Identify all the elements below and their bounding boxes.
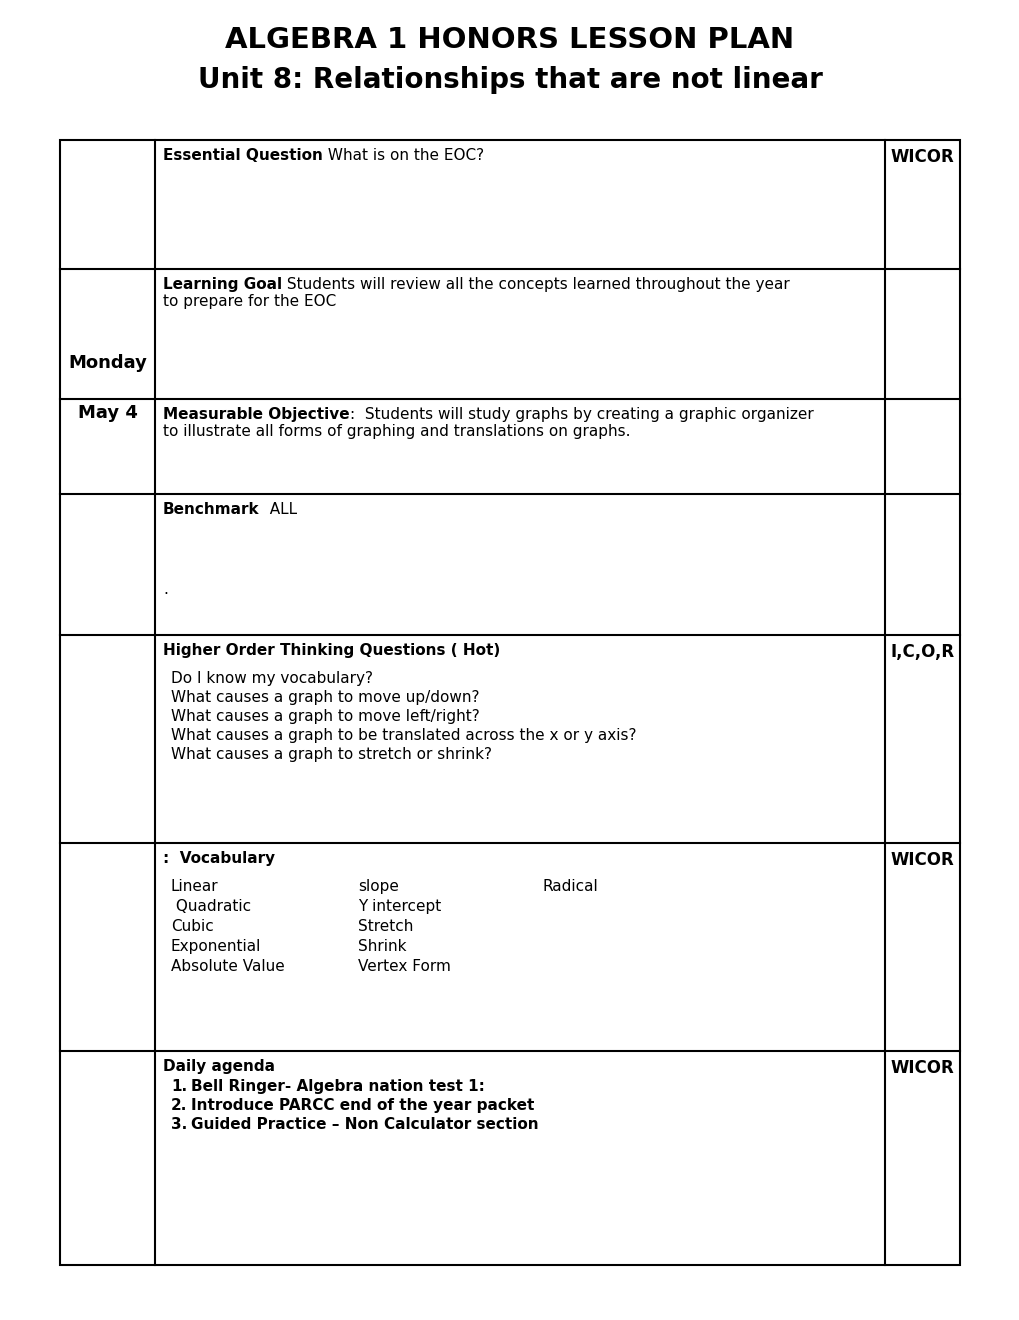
Text: What is on the EOC?: What is on the EOC? (323, 148, 484, 162)
Text: What causes a graph to move up/down?: What causes a graph to move up/down? (171, 690, 479, 705)
Text: Vertex Form: Vertex Form (358, 960, 450, 974)
Text: Unit 8: Relationships that are not linear: Unit 8: Relationships that are not linea… (198, 66, 821, 94)
Text: Essential Question: Essential Question (163, 148, 323, 162)
Text: 1.: 1. (171, 1080, 186, 1094)
Text: ALL: ALL (260, 503, 297, 517)
Text: Bell Ringer- Algebra nation test 1:: Bell Ringer- Algebra nation test 1: (191, 1080, 484, 1094)
Text: Y intercept: Y intercept (358, 899, 441, 915)
Bar (60, 140, 959, 1265)
Text: to prepare for the EOC: to prepare for the EOC (163, 294, 336, 309)
Text: to illustrate all forms of graphing and translations on graphs.: to illustrate all forms of graphing and … (163, 424, 630, 438)
Text: 3.: 3. (171, 1117, 187, 1133)
Text: WICOR: WICOR (890, 148, 954, 166)
Text: WICOR: WICOR (890, 851, 954, 869)
Text: Stretch: Stretch (358, 919, 413, 935)
Text: Absolute Value: Absolute Value (171, 960, 284, 974)
Text: Cubic: Cubic (171, 919, 214, 935)
Text: Quadratic: Quadratic (171, 899, 251, 915)
Text: May 4: May 4 (77, 404, 138, 421)
Text: What causes a graph to move left/right?: What causes a graph to move left/right? (171, 709, 479, 723)
Text: .: . (163, 582, 168, 598)
Text: I,C,O,R: I,C,O,R (890, 643, 954, 661)
Text: 2.: 2. (171, 1098, 187, 1113)
Text: Do I know my vocabulary?: Do I know my vocabulary? (171, 671, 373, 686)
Text: Measurable Objective: Measurable Objective (163, 407, 350, 422)
Text: What causes a graph to stretch or shrink?: What causes a graph to stretch or shrink… (171, 747, 491, 762)
Text: Shrink: Shrink (358, 939, 407, 954)
Text: slope: slope (358, 879, 398, 894)
Text: :  Students will study graphs by creating a graphic organizer: : Students will study graphs by creating… (350, 407, 812, 422)
Text: WICOR: WICOR (890, 1059, 954, 1077)
Text: Linear: Linear (171, 879, 218, 894)
Text: Monday: Monday (68, 354, 147, 371)
Text: What causes a graph to be translated across the x or y axis?: What causes a graph to be translated acr… (171, 729, 636, 743)
Text: :  Vocabulary: : Vocabulary (163, 851, 275, 866)
Text: Introduce PARCC end of the year packet: Introduce PARCC end of the year packet (191, 1098, 534, 1113)
Text: Guided Practice – Non Calculator section: Guided Practice – Non Calculator section (191, 1117, 538, 1133)
Text: Students will review all the concepts learned throughout the year: Students will review all the concepts le… (282, 277, 789, 292)
Text: ALGEBRA 1 HONORS LESSON PLAN: ALGEBRA 1 HONORS LESSON PLAN (225, 26, 794, 54)
Text: Daily agenda: Daily agenda (163, 1059, 275, 1074)
Text: Benchmark: Benchmark (163, 503, 260, 517)
Text: Radical: Radical (542, 879, 598, 894)
Text: Higher Order Thinking Questions ( Hot): Higher Order Thinking Questions ( Hot) (163, 643, 499, 657)
Text: Learning Goal: Learning Goal (163, 277, 282, 292)
Text: Exponential: Exponential (171, 939, 261, 954)
